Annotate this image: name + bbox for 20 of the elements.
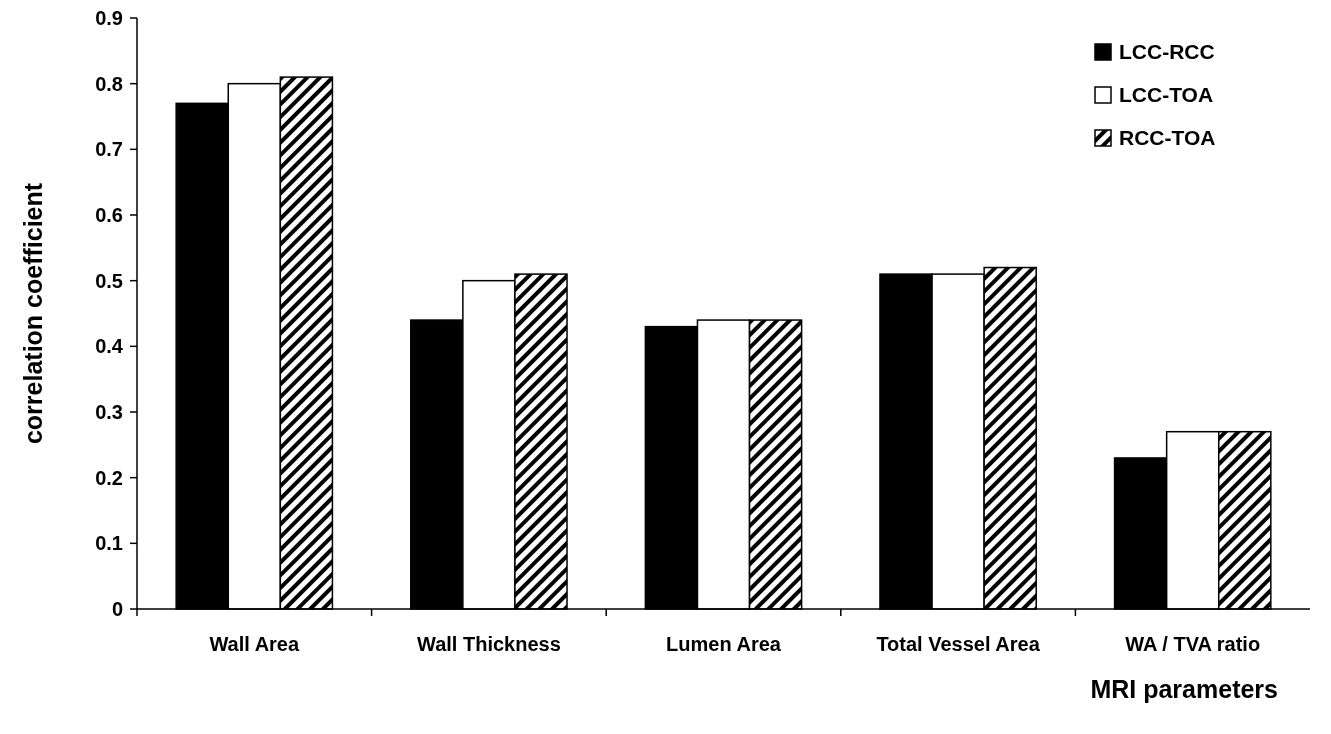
x-tick-label: Total Vessel Area — [876, 633, 1041, 655]
y-tick-label: 0.8 — [95, 72, 123, 95]
y-tick-label: 0.4 — [95, 335, 124, 358]
legend-label: LCC-RCC — [1119, 40, 1215, 64]
legend-label: RCC-TOA — [1119, 126, 1216, 150]
legend-label: LCC-TOA — [1119, 83, 1214, 107]
y-tick-label: 0.3 — [95, 401, 123, 423]
y-tick-label: 0.2 — [95, 466, 123, 489]
y-tick-label: 0.5 — [95, 269, 123, 292]
x-tick-label: Wall Area — [209, 633, 300, 655]
x-axis-title: MRI parameters — [1090, 675, 1278, 703]
y-tick-label: 0 — [111, 598, 123, 620]
x-tick-label: Lumen Area — [666, 633, 782, 655]
x-tick-label: Wall Thickness — [417, 633, 561, 655]
y-axis-title: correlation coefficient — [19, 182, 47, 445]
x-tick-label: WA / TVA ratio — [1125, 633, 1261, 655]
y-tick-label: 0.6 — [95, 204, 123, 226]
y-tick-label: 0.7 — [95, 138, 123, 161]
y-tick-label: 0.1 — [95, 532, 123, 555]
y-tick-label: 0.9 — [95, 7, 123, 29]
